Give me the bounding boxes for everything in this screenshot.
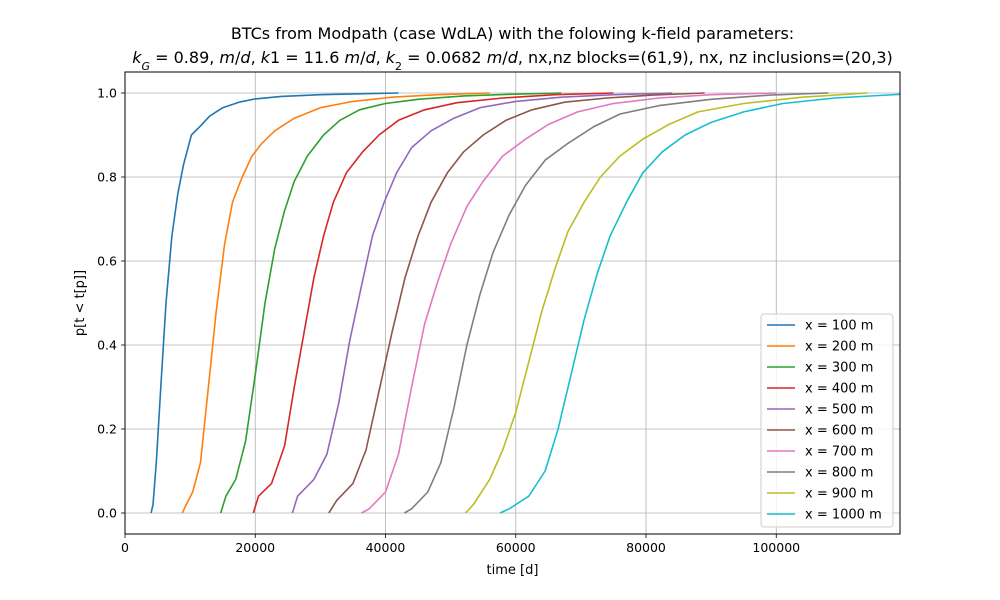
chart-title-line2: kG = 0.89, m/d, k1 = 11.6 m/d, k2 = 0.06… bbox=[132, 48, 893, 73]
y-tick-label: 0.8 bbox=[97, 170, 117, 185]
series-line-7 bbox=[361, 92, 777, 514]
k2-symbol: k bbox=[386, 48, 396, 67]
legend-label: x = 500 m bbox=[805, 403, 873, 418]
plot-frame bbox=[124, 71, 901, 535]
unit-2d: d bbox=[365, 48, 376, 67]
x-tick-label: 0 bbox=[121, 540, 129, 555]
legend-label: x = 400 m bbox=[805, 382, 873, 397]
series-layer bbox=[150, 92, 900, 514]
legend-label: x = 800 m bbox=[805, 466, 873, 481]
legend-label: x = 200 m bbox=[805, 340, 873, 355]
slash-3: / bbox=[502, 48, 508, 67]
series-line-6 bbox=[328, 92, 705, 514]
x-tick-label: 20000 bbox=[235, 540, 275, 555]
k1-symbol: k bbox=[261, 48, 271, 67]
slash-1: / bbox=[235, 48, 241, 67]
kg-value: = 0.89, bbox=[150, 48, 219, 67]
series-line-3 bbox=[219, 92, 562, 514]
legend-label: x = 1000 m bbox=[805, 508, 882, 523]
k1-value: 1 = 11.6 bbox=[270, 48, 344, 67]
legend: x = 100 m x = 200 m x = 300 m x = 400 m x = … bbox=[760, 313, 894, 528]
y-axis-label: p[t < t[p]] bbox=[73, 270, 88, 336]
x-tick-label: 100000 bbox=[752, 540, 800, 555]
title-blocks-text: , nx,nz blocks=(61,9), nx, nz inclusions… bbox=[518, 48, 893, 67]
x-tick-label: 80000 bbox=[626, 540, 666, 555]
legend-label: x = 300 m bbox=[805, 361, 873, 376]
series-line-5 bbox=[291, 92, 673, 514]
series-line-2 bbox=[181, 92, 490, 514]
unit-1d: d bbox=[240, 48, 251, 67]
unit-2: m bbox=[344, 48, 360, 67]
comma-2: , bbox=[376, 48, 386, 67]
series-line-8 bbox=[403, 92, 829, 514]
y-tick-label: 0.0 bbox=[97, 506, 117, 521]
series-line-9 bbox=[465, 92, 868, 514]
unit-1: m bbox=[219, 48, 235, 67]
series-line-1 bbox=[150, 92, 399, 514]
kg-symbol: k bbox=[132, 48, 142, 67]
unit-3: m bbox=[487, 48, 503, 67]
unit-3d: d bbox=[508, 48, 519, 67]
comma-1: , bbox=[251, 48, 261, 67]
legend-label: x = 600 m bbox=[805, 424, 873, 439]
x-tick-label: 40000 bbox=[366, 540, 406, 555]
x-axis-label: time [d] bbox=[487, 563, 539, 578]
series-line-4 bbox=[252, 92, 614, 514]
y-tick-label: 0.4 bbox=[97, 338, 117, 353]
y-tick-label: 0.6 bbox=[97, 254, 117, 269]
y-tick-label: 1.0 bbox=[97, 86, 117, 101]
y-tick-label: 0.2 bbox=[97, 422, 117, 437]
k2-subscript: 2 bbox=[395, 60, 402, 73]
series-line-10 bbox=[499, 93, 900, 514]
chart-title-line1: BTCs from Modpath (case WdLA) with the f… bbox=[231, 24, 794, 43]
legend-label: x = 100 m bbox=[805, 319, 873, 334]
x-tick-label: 60000 bbox=[496, 540, 536, 555]
slash-2: / bbox=[360, 48, 366, 67]
legend-label: x = 700 m bbox=[805, 445, 873, 460]
kg-subscript: G bbox=[142, 60, 151, 73]
k2-value: = 0.0682 bbox=[402, 48, 487, 67]
legend-label: x = 900 m bbox=[805, 487, 873, 502]
ticks: 0 20000 40000 60000 80000 100000 0.0 0.2 0.4 0.6 0… bbox=[97, 86, 800, 556]
